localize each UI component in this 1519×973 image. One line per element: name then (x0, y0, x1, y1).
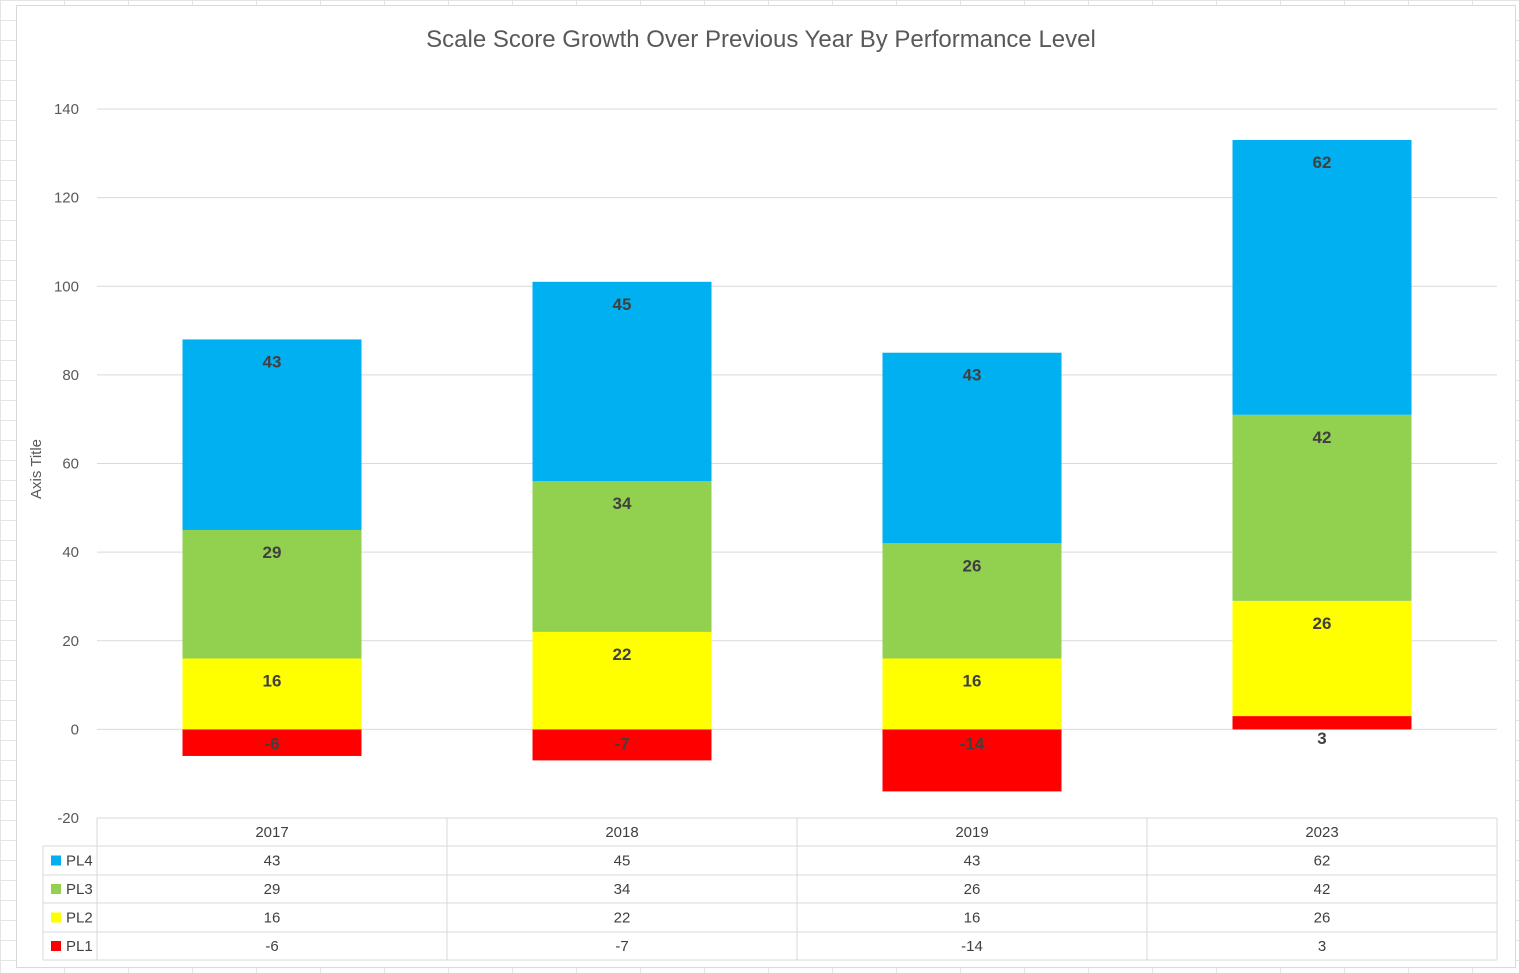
table-cell-pl4: 43 (964, 853, 981, 870)
legend-key-pl4 (51, 855, 61, 866)
data-label-pl4-2017: 43 (263, 352, 282, 371)
legend-label-pl3: PL3 (66, 881, 93, 898)
bar-pl2-2019 (882, 658, 1062, 730)
data-label-pl1-2017: -6 (264, 734, 279, 753)
x-category-label: 2019 (955, 824, 988, 841)
table-cell-pl3: 42 (1314, 881, 1331, 898)
y-tick-label: 80 (62, 367, 79, 384)
data-label-pl2-2018: 22 (613, 645, 632, 664)
data-label-pl1-2018: -7 (614, 734, 629, 753)
legend-label-pl2: PL2 (66, 910, 93, 927)
y-axis-ticks: -20 0 20 40 60 80 100 120 140 (54, 101, 79, 827)
bar-pl4-2019 (882, 352, 1062, 544)
y-tick-label: -20 (57, 810, 79, 827)
data-labels: -6 16 29 43 -7 22 34 45 -14 16 26 43 3 26 42 62 (263, 153, 1332, 753)
data-label-pl1-2023: 3 (1317, 729, 1326, 748)
y-tick-label: 20 (62, 633, 79, 650)
data-label-pl4-2018: 45 (613, 295, 632, 314)
table-cell-pl4: 43 (264, 853, 281, 870)
bar-pl4-2018 (532, 281, 712, 482)
data-label-pl2-2019: 16 (963, 671, 982, 690)
legend-key-pl1 (51, 941, 61, 951)
y-axis-title: Axis Title (28, 439, 45, 499)
bar-pl3-2018 (532, 481, 712, 632)
data-label-pl3-2017: 29 (263, 543, 282, 562)
x-category-label: 2017 (255, 824, 288, 841)
table-cell-pl1: 3 (1318, 938, 1326, 955)
table-cell-pl4: 62 (1314, 853, 1331, 870)
bar-pl1-2018 (532, 729, 712, 761)
bar-pl2-2017 (182, 658, 362, 730)
table-cell-pl2: 26 (1314, 910, 1331, 927)
data-label-pl2-2023: 26 (1313, 614, 1332, 633)
bar-pl1-2019 (882, 729, 1062, 792)
stacked-bar-chart: Scale Score Growth Over Previous Year By… (28, 26, 1498, 961)
bar-pl2-2018 (532, 631, 712, 730)
table-cell-pl2: 16 (964, 910, 981, 927)
legend-label-pl4: PL4 (66, 853, 93, 870)
y-tick-label: 0 (71, 721, 79, 738)
y-tick-label: 120 (54, 190, 79, 207)
table-cell-pl1: -7 (615, 938, 628, 955)
table-cell-pl2: 22 (614, 910, 631, 927)
bar-pl3-2017 (182, 529, 362, 659)
chart-area: Scale Score Growth Over Previous Year By… (16, 5, 1516, 968)
table-cell-pl4: 45 (614, 853, 631, 870)
data-label-pl4-2023: 62 (1313, 153, 1332, 172)
data-label-pl3-2018: 34 (613, 494, 632, 513)
table-cell-pl2: 16 (264, 910, 281, 927)
bar-pl1-2017 (182, 729, 362, 756)
bar-pl3-2023 (1232, 414, 1412, 601)
legend-label-pl1: PL1 (66, 938, 93, 955)
x-category-label: 2023 (1305, 824, 1338, 841)
table-cell-pl3: 34 (614, 881, 631, 898)
y-tick-label: 100 (54, 278, 79, 295)
chart-title: Scale Score Growth Over Previous Year By… (426, 26, 1096, 53)
table-cell-pl3: 26 (964, 881, 981, 898)
y-tick-label: 40 (62, 544, 79, 561)
data-label-pl1-2019: -14 (960, 734, 985, 753)
table-cell-pl1: -6 (265, 938, 278, 955)
table-cell-pl1: -14 (961, 938, 983, 955)
legend-key-pl2 (51, 912, 61, 923)
data-label-pl3-2019: 26 (963, 556, 982, 575)
table-cell-pl3: 29 (264, 881, 281, 898)
bar-pl1-2023 (1232, 716, 1412, 730)
x-category-label: 2018 (605, 824, 638, 841)
bar-pl4-2023 (1232, 140, 1412, 415)
y-tick-label: 140 (54, 101, 79, 118)
bars (182, 140, 1412, 792)
bar-pl4-2017 (182, 339, 362, 530)
data-label-pl3-2023: 42 (1313, 428, 1332, 447)
data-label-pl4-2019: 43 (963, 366, 982, 385)
y-tick-label: 60 (62, 456, 79, 473)
legend-key-pl3 (51, 884, 61, 894)
bar-pl3-2019 (882, 543, 1062, 659)
bar-pl2-2023 (1232, 600, 1412, 717)
data-label-pl2-2017: 16 (263, 671, 282, 690)
data-table: 2017 2018 2019 2023 PL4 43 45 43 62 PL3 29 34 26 42 PL… (42, 817, 1498, 961)
